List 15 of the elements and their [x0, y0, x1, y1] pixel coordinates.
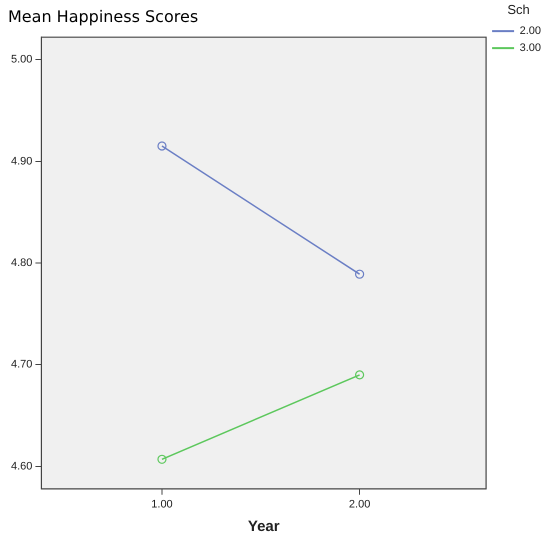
y-tick-label: 5.00 — [10, 54, 32, 66]
point — [355, 270, 364, 279]
y-tick-label: 4.60 — [10, 460, 32, 472]
x-axis-title: Year — [248, 518, 280, 536]
point — [355, 370, 364, 380]
legend-label: 3.00 — [520, 42, 542, 54]
chart-title: Mean Happiness Scores — [8, 6, 198, 26]
y-tick-label: 4.70 — [10, 358, 32, 371]
point — [157, 454, 167, 464]
y-tick-label: 4.90 — [10, 155, 32, 168]
y-tick-label: 4.80 — [10, 257, 32, 270]
point — [157, 141, 167, 151]
x-tick-label: 1.00 — [151, 498, 173, 510]
legend-title: Sch — [507, 2, 530, 18]
legend-label: 2.00 — [520, 25, 542, 38]
